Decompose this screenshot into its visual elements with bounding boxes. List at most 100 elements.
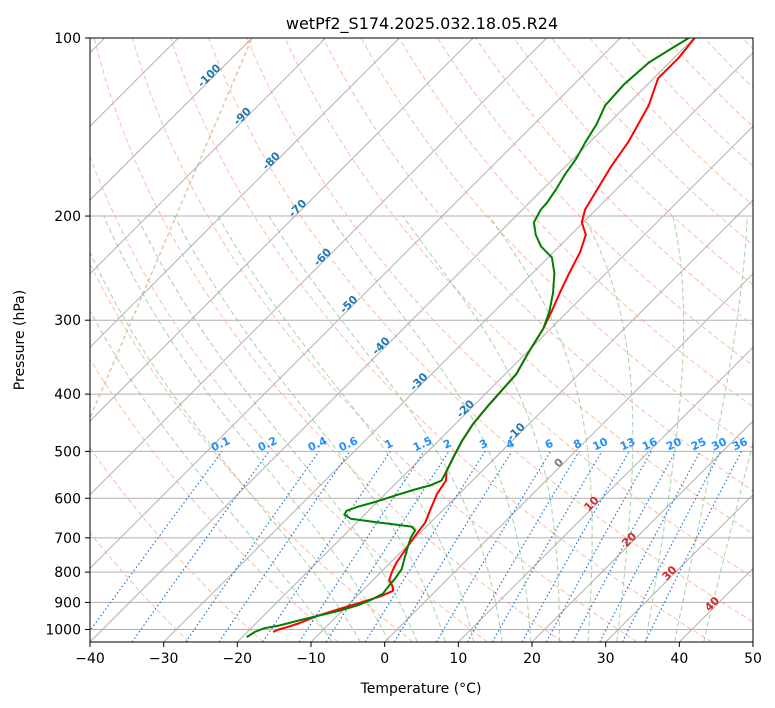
moist-adiabat xyxy=(645,215,685,642)
dry-adiabat xyxy=(246,38,753,578)
isotherm-line xyxy=(236,125,753,642)
x-axis: −40 −30 −20 −10 0 10 20 30 40 50 xyxy=(75,642,762,667)
mixing-ratio-label: 36 xyxy=(730,435,750,453)
mixing-ratio-line xyxy=(621,451,722,642)
mixing-ratio-label: 2 xyxy=(441,437,453,452)
isotherm-line xyxy=(90,38,253,201)
isobar-grid xyxy=(90,38,753,630)
x-tick-label: −10 xyxy=(296,651,326,667)
isotherm-label: 20 xyxy=(619,529,639,549)
mixing-ratio-line xyxy=(298,451,425,642)
ice-curve xyxy=(90,38,253,420)
dry-adiabat xyxy=(322,38,753,492)
mixing-ratio-label: 30 xyxy=(710,435,730,453)
plot-frame xyxy=(89,37,754,643)
y-tick-label: 600 xyxy=(54,491,81,507)
mixing-ratio-label: 6 xyxy=(543,437,556,452)
mixing-ratio-labels: 0.1 0.2 0.4 0.6 1 1.5 2 3 4 6 8 10 13 16 20 25 30 36 xyxy=(209,434,750,454)
dry-adiabat xyxy=(513,38,753,286)
mixing-ratio-line xyxy=(90,451,223,632)
isotherm-label: 30 xyxy=(660,563,680,583)
dry-adiabat xyxy=(90,446,264,642)
mixing-ratio-line xyxy=(644,451,743,642)
x-tick-label: −20 xyxy=(223,651,253,667)
y-tick-label: 200 xyxy=(54,209,81,225)
y-tick-label: 400 xyxy=(54,387,81,403)
dry-adiabat xyxy=(284,38,753,535)
x-tick-label: 0 xyxy=(380,651,389,667)
mixing-ratio-label: 13 xyxy=(618,435,637,453)
dry-adiabat xyxy=(703,38,753,89)
moist-adiabat xyxy=(703,440,753,642)
isotherm-line xyxy=(90,38,548,496)
y-tick-label: 900 xyxy=(54,595,81,611)
x-tick-label: 10 xyxy=(449,651,467,667)
mixing-ratio-label: 25 xyxy=(689,435,708,453)
isotherm-label: -100 xyxy=(195,61,224,90)
mixing-ratio-label: 10 xyxy=(591,435,611,453)
mixing-ratio-line xyxy=(185,451,320,642)
dry-adiabat xyxy=(742,38,753,50)
dry-adiabat xyxy=(589,38,753,206)
mixing-ratio-line xyxy=(218,451,351,642)
mixing-ratio-line xyxy=(521,451,630,642)
mixing-ratio-lines xyxy=(90,451,743,642)
moist-adiabat xyxy=(268,215,503,642)
moist-adiabat xyxy=(583,215,634,642)
y-tick-label: 800 xyxy=(54,565,81,581)
dewpoint-profile-line xyxy=(246,38,690,638)
x-tick-label: 30 xyxy=(597,651,615,667)
isotherm-line xyxy=(457,346,753,642)
mixing-ratio-label: 20 xyxy=(664,435,684,453)
moist-adiabat xyxy=(402,215,560,642)
y-tick-label: 700 xyxy=(54,531,81,547)
chart-title: wetPf2_S174.2025.032.18.05.R24 xyxy=(286,14,558,34)
x-axis-title: Temperature (°C) xyxy=(360,681,482,697)
isotherm-line xyxy=(605,493,753,642)
dry-adiabat xyxy=(208,38,753,623)
isotherm-label: 10 xyxy=(582,494,602,514)
mixing-ratio-label: 16 xyxy=(640,435,660,453)
isotherm-label: -80 xyxy=(260,149,283,172)
dry-adiabat xyxy=(360,38,753,450)
isotherm-label: -30 xyxy=(407,370,430,393)
y-tick-label: 500 xyxy=(54,444,81,460)
dry-adiabat xyxy=(90,358,339,642)
isotherm-line xyxy=(384,272,753,642)
x-tick-label: −30 xyxy=(149,651,179,667)
isotherm-label: -60 xyxy=(311,245,334,268)
mixing-ratio-line xyxy=(262,451,391,642)
isotherm-line xyxy=(531,420,753,642)
isotherm-label: -50 xyxy=(337,293,360,316)
isotherm-line xyxy=(90,38,327,275)
isotherm-line xyxy=(90,38,621,570)
mixing-ratio-line xyxy=(393,451,513,642)
isotherm-label: -20 xyxy=(454,397,477,420)
dry-adiabat xyxy=(475,38,753,326)
x-tick-label: 50 xyxy=(744,651,762,667)
dry-adiabat xyxy=(90,262,414,642)
isotherm-line xyxy=(752,641,753,642)
mixing-ratio-line xyxy=(545,451,652,642)
moist-adiabat xyxy=(103,215,390,642)
dry-adiabat xyxy=(170,38,712,642)
moist-adiabat xyxy=(217,215,475,642)
moist-adiabat xyxy=(90,251,362,642)
dry-adiabats xyxy=(90,38,753,642)
mixing-ratio-label: 3 xyxy=(477,437,489,452)
mixing-ratio-line xyxy=(466,451,580,642)
plot-area xyxy=(90,38,753,642)
isotherm-label: 40 xyxy=(702,594,722,614)
y-tick-label: 1000 xyxy=(45,622,81,638)
dry-adiabat xyxy=(551,38,753,246)
dry-adiabat xyxy=(665,38,753,128)
mixing-ratio-line xyxy=(131,451,270,642)
y-axis-title: Pressure (hPa) xyxy=(12,290,28,390)
x-tick-label: 40 xyxy=(670,651,688,667)
moist-adiabat xyxy=(173,215,446,642)
isotherm-line xyxy=(90,38,695,642)
y-tick-label: 100 xyxy=(54,31,81,47)
x-tick-label: −40 xyxy=(75,651,105,667)
mixing-ratio-label: 1 xyxy=(383,437,395,452)
